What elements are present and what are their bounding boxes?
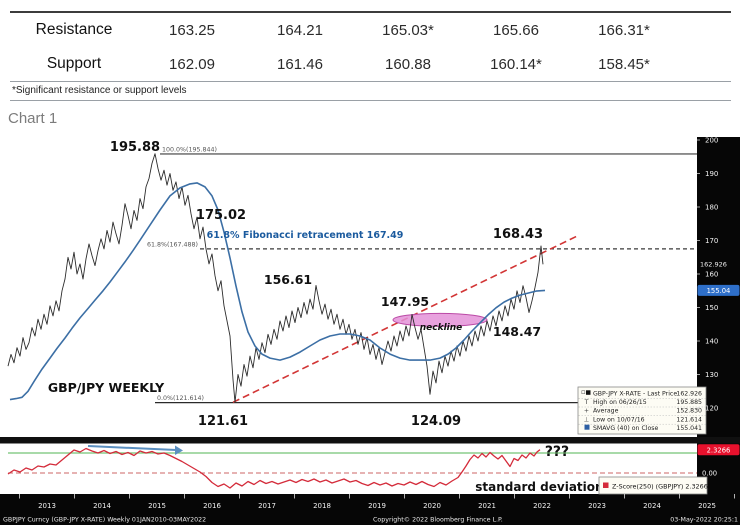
x-year-label: 2013	[38, 502, 56, 510]
support-value: 160.14*	[490, 55, 542, 73]
legend-swatch-black	[586, 390, 591, 395]
z-legend-box	[598, 476, 708, 495]
support-value: 160.88	[385, 55, 431, 73]
z-score-series	[7, 447, 541, 489]
legend-value: 152.830	[676, 408, 702, 415]
annotation: standard deviations	[475, 480, 610, 494]
annotation: 175.02	[196, 208, 246, 223]
panel-separator	[0, 437, 740, 444]
x-year-label: 2014	[93, 502, 111, 510]
legend-value: 121.614	[676, 416, 702, 423]
y-tick-label: 150	[705, 304, 718, 312]
x-year-label: 2018	[313, 502, 331, 510]
legend-value: 155.041	[676, 425, 702, 432]
legend-box	[577, 386, 707, 435]
legend-checkbox	[581, 390, 586, 395]
annotation: 195.88	[110, 140, 160, 155]
price-axis-strip	[697, 137, 740, 525]
x-year-label: 2019	[368, 502, 386, 510]
x-year-label: 2015	[148, 502, 166, 510]
x-year-label: 2017	[258, 502, 276, 510]
support-label: Support	[46, 55, 102, 72]
bottom-axis-bar	[0, 494, 740, 525]
resistance-value: 165.66	[493, 21, 539, 39]
legend-label: Low on 10/07/16	[593, 416, 645, 423]
neckline-ellipse	[392, 312, 488, 327]
footer-timestamp: 03-May-2022 20:25:1	[670, 517, 738, 524]
support-value: 158.45*	[598, 55, 650, 73]
levels-table: Resistance 163.25 164.21 165.03* 165.66 …	[10, 11, 731, 101]
y-tick-label: 140	[705, 338, 718, 346]
y-tick-label: 160	[705, 271, 718, 279]
resistance-value: 165.03*	[382, 21, 434, 39]
series-smavg	[9, 182, 546, 401]
support-value: 162.09	[169, 55, 215, 73]
annotation: 168.43	[493, 227, 543, 242]
x-year-label: 2024	[643, 502, 661, 510]
legend-swatch-blue	[584, 424, 590, 430]
y-tick-label: 180	[705, 204, 718, 212]
trend-arrow-head	[175, 445, 183, 455]
series-price	[7, 153, 544, 403]
legend-marker: +	[584, 408, 589, 415]
x-year-label: 2021	[478, 502, 496, 510]
legend-label: High on 06/26/15	[593, 399, 647, 406]
y-tick-label: 120	[705, 405, 718, 413]
legend-marker: ⊥	[584, 416, 589, 423]
footer-copyright: Copyright© 2022 Bloomberg Finance L.P.	[373, 516, 503, 524]
last-price-label: 162.926	[700, 261, 727, 269]
annotation: ???	[545, 444, 569, 460]
annotation: 61.8% Fibonacci retracement 167.49	[207, 230, 404, 241]
x-year-label: 2020	[423, 502, 441, 510]
y-tick-label: 130	[705, 371, 718, 379]
table-footnote: *Significant resistance or support level…	[10, 82, 731, 101]
z-value-axis-label-bg	[697, 444, 740, 456]
annotation: GBP/JPY WEEKLY	[48, 380, 165, 395]
support-row: Support 162.09 161.46 160.88 160.14* 158…	[10, 47, 731, 81]
y-tick-label: 200	[705, 137, 718, 145]
y-tick-label: 190	[705, 170, 718, 178]
resistance-value: 166.31*	[598, 21, 650, 39]
x-year-label: 2016	[203, 502, 221, 510]
x-year-label: 2022	[533, 502, 551, 510]
legend-label: GBP-JPY X-RATE - Last Price	[593, 391, 677, 398]
support-value: 161.46	[277, 55, 323, 73]
fib-label: 0.0%(121.614)	[157, 395, 204, 402]
z-legend-label: Z-Score(250) (GBPJPY) 2.3266	[612, 483, 708, 491]
legend-marker: T	[584, 399, 589, 406]
z-zero-axis-label: 0.00	[702, 470, 717, 478]
y-tick-label: 170	[705, 237, 718, 245]
z-legend-swatch	[603, 482, 609, 488]
annotation: 147.95	[381, 294, 429, 309]
levels-table-body: Resistance 163.25 164.21 165.03* 165.66 …	[10, 13, 731, 82]
legend-label: SMAVG (40) on Close	[593, 425, 658, 432]
annotation: 124.09	[411, 414, 461, 429]
legend-label: Average	[593, 408, 619, 415]
x-year-label: 2025	[698, 502, 716, 510]
resistance-value: 163.25	[169, 21, 215, 39]
legend-value: 195.885	[676, 399, 702, 406]
resistance-value: 164.21	[277, 21, 323, 39]
smavg-axis-label-bg	[697, 284, 740, 296]
legend-value: 162.926	[676, 391, 702, 398]
annotation: neckline	[420, 323, 463, 333]
resistance-label: Resistance	[35, 21, 113, 38]
footer-instrument: GBPJPY Curncy (GBP-JPY X-RATE) Weekly 01…	[3, 517, 206, 524]
z-value-axis-label: 2.3266	[707, 446, 731, 454]
annotation: 156.61	[264, 272, 312, 287]
annotation: 121.61	[198, 414, 248, 429]
chart-title: Chart 1	[8, 110, 58, 127]
smavg-axis-label: 155.04	[707, 287, 731, 295]
annotation: 148.47	[493, 324, 541, 339]
x-year-label: 2023	[588, 502, 606, 510]
resistance-row: Resistance 163.25 164.21 165.03* 165.66 …	[10, 13, 731, 47]
fib-label: 100.0%(195.844)	[162, 146, 217, 153]
trend-arrow	[87, 445, 177, 451]
fib-label: 61.8%(167.488)	[147, 241, 198, 248]
